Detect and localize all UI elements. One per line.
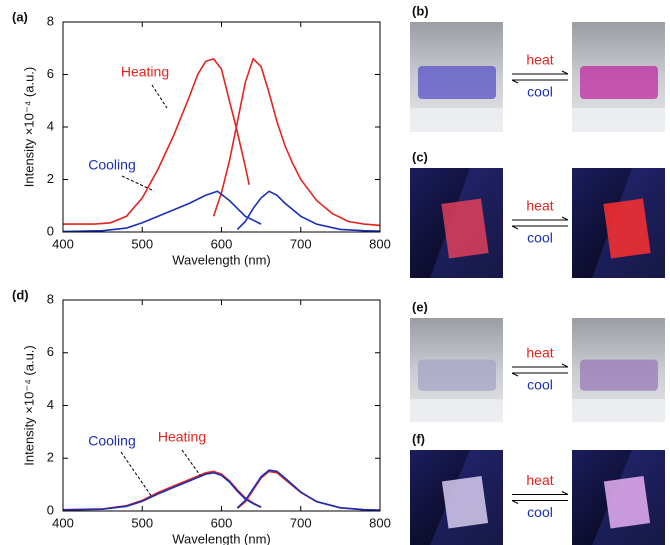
arrow-label: heat: [526, 198, 553, 214]
arrow-label: cool: [527, 84, 553, 100]
sample: [418, 66, 496, 99]
sample: [603, 475, 651, 529]
annotation: Heating: [121, 64, 169, 80]
leader-line: [181, 449, 203, 479]
y-tick-label: 4: [47, 118, 54, 133]
vial-base: [572, 399, 665, 422]
y-tick-label: 2: [47, 450, 54, 465]
x-axis-label: Wavelength (nm): [172, 531, 271, 545]
spectrum-line: [62, 469, 381, 511]
panel-label: (d): [12, 287, 29, 302]
spectrum-line: [62, 190, 381, 233]
x-tick-label: 700: [290, 236, 312, 251]
plot-frame: [62, 21, 381, 233]
arrow-label: heat: [526, 52, 553, 68]
y-tick-label: 0: [47, 502, 54, 517]
x-tick-label: 500: [131, 515, 153, 530]
x-tick-label: 800: [369, 515, 391, 530]
arrow: [511, 225, 568, 230]
spectrum-line: [62, 470, 381, 511]
y-tick-label: 6: [47, 66, 54, 81]
arrow: [511, 500, 568, 504]
leader-line: [120, 451, 153, 498]
vial-base: [572, 107, 665, 132]
vial-base: [410, 107, 503, 132]
annotation: Cooling: [88, 157, 135, 173]
sample: [441, 475, 489, 529]
panel-label: (e): [412, 299, 428, 314]
y-tick-label: 6: [47, 344, 54, 359]
y-tick-label: 2: [47, 171, 54, 186]
arrow-label: heat: [526, 472, 553, 488]
arrow-label: cool: [527, 230, 553, 246]
sample: [580, 66, 658, 99]
x-tick-label: 600: [211, 515, 233, 530]
vial-base: [410, 399, 503, 422]
arrow: [512, 70, 569, 75]
plot-frame: [62, 299, 381, 512]
annotation: Heating: [158, 429, 206, 445]
x-tick-label: 500: [131, 236, 153, 251]
x-tick-label: 400: [52, 515, 74, 530]
y-tick-label: 8: [47, 291, 54, 306]
arrow-label: heat: [526, 345, 553, 361]
y-tick-label: 0: [47, 223, 54, 238]
sample: [580, 359, 658, 391]
sample: [441, 198, 489, 259]
y-tick-label: 4: [47, 397, 54, 412]
x-tick-label: 400: [52, 236, 74, 251]
x-tick-label: 700: [290, 515, 312, 530]
spectrum-line: [63, 57, 381, 227]
arrow-label: cool: [527, 504, 553, 520]
arrow: [511, 372, 568, 377]
arrow-label: cool: [527, 377, 553, 393]
panel-label: (f): [412, 431, 425, 446]
panel-label: (c): [412, 149, 428, 164]
arrow: [511, 79, 568, 84]
sample: [418, 359, 496, 391]
arrow: [512, 491, 569, 495]
annotation: Cooling: [88, 433, 135, 449]
x-tick-label: 600: [211, 236, 233, 251]
x-tick-label: 800: [369, 236, 391, 251]
panel-label: (b): [412, 3, 429, 18]
arrow: [512, 216, 569, 221]
leader-line: [121, 175, 155, 192]
leader-line: [151, 84, 168, 109]
y-axis-label: Intensity ×10⁻⁴ (a.u.): [21, 67, 36, 187]
y-tick-label: 8: [47, 13, 54, 28]
x-axis-label: Wavelength (nm): [172, 252, 271, 267]
panel-label: (a): [12, 9, 28, 24]
arrow: [512, 363, 569, 368]
sample: [603, 198, 651, 259]
y-axis-label: Intensity ×10⁻⁴ (a.u.): [21, 345, 36, 465]
